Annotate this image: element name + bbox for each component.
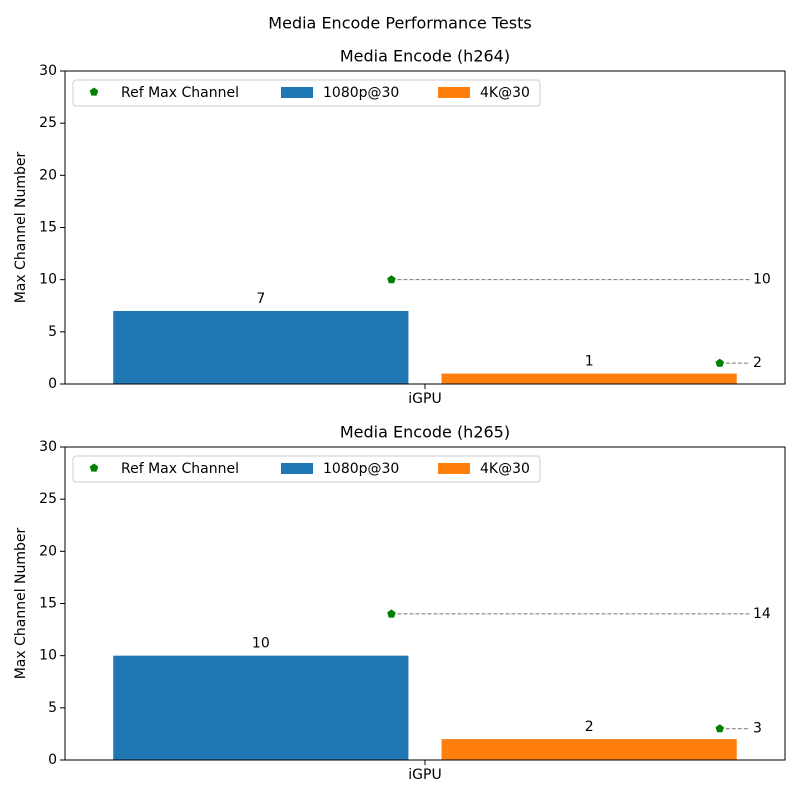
ref-value-label: 2	[753, 355, 762, 371]
bar-value-label: 10	[252, 636, 270, 652]
bar	[113, 310, 409, 384]
y-tick-label: 25	[39, 491, 57, 507]
bar-value-label: 2	[585, 719, 594, 735]
y-tick-label: 5	[48, 700, 57, 716]
legend-swatch	[281, 87, 313, 98]
y-tick-label: 10	[39, 272, 57, 288]
ref-value-label: 3	[753, 721, 762, 737]
y-tick-label: 15	[39, 596, 57, 612]
y-tick-label: 0	[48, 376, 57, 392]
y-tick-label: 0	[48, 752, 57, 768]
subplot-title: Media Encode (h264)	[340, 47, 510, 66]
y-tick-label: 25	[39, 115, 57, 131]
y-tick-label: 20	[39, 543, 57, 559]
legend-swatch	[281, 463, 313, 474]
subplot-title: Media Encode (h265)	[340, 423, 510, 442]
y-tick-label: 30	[39, 439, 57, 455]
axes-frame	[64, 446, 786, 761]
ref-value-label: 14	[753, 606, 771, 622]
bar	[441, 739, 737, 760]
x-tick-label: iGPU	[408, 767, 441, 783]
bar	[441, 373, 737, 384]
legend-swatch	[438, 463, 470, 474]
ref-marker	[387, 609, 396, 618]
legend-label: 4K@30	[480, 85, 530, 101]
legend-label: Ref Max Channel	[121, 85, 239, 101]
legend-label: 4K@30	[480, 461, 530, 477]
y-axis-label: Max Channel Number	[13, 527, 29, 679]
y-tick-label: 30	[39, 63, 57, 79]
ref-marker	[387, 275, 396, 284]
ref-marker	[715, 724, 724, 733]
legend-swatch	[438, 87, 470, 98]
y-tick-label: 5	[48, 324, 57, 340]
bar-value-label: 7	[256, 291, 265, 307]
y-tick-label: 10	[39, 648, 57, 664]
bar	[113, 655, 409, 760]
legend-label: 1080p@30	[323, 85, 399, 101]
legend-marker	[89, 463, 99, 472]
y-tick-label: 20	[39, 167, 57, 183]
ref-marker	[715, 358, 724, 367]
y-axis-label: Max Channel Number	[13, 151, 29, 303]
bar-value-label: 1	[585, 354, 594, 370]
legend-label: Ref Max Channel	[121, 461, 239, 477]
y-tick-label: 15	[39, 220, 57, 236]
figure-title: Media Encode Performance Tests	[268, 14, 531, 33]
legend-label: 1080p@30	[323, 461, 399, 477]
x-tick-label: iGPU	[408, 391, 441, 407]
legend-marker	[89, 87, 99, 96]
ref-value-label: 10	[753, 272, 771, 288]
axes-frame	[64, 70, 786, 385]
